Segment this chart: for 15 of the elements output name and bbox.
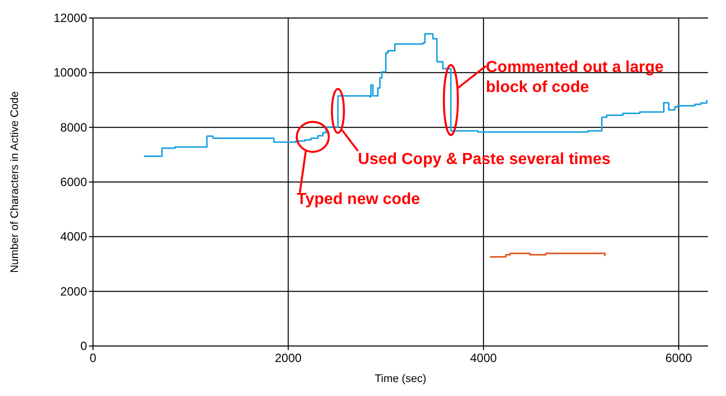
x-tick-label: 2000 — [274, 351, 302, 365]
x-tick-label: 0 — [90, 351, 97, 365]
y-tick-label: 12000 — [54, 11, 88, 25]
y-tick-label: 10000 — [54, 66, 88, 80]
y-tick-label: 0 — [80, 339, 88, 353]
x-tick-label: 6000 — [665, 351, 692, 365]
y-axis-title: Number of Characters in Active Code — [9, 91, 21, 273]
annotation: Typed new code — [296, 190, 420, 208]
y-tick-label: 8000 — [60, 120, 88, 134]
x-tick-label: 4000 — [470, 351, 498, 365]
y-tick-label: 2000 — [60, 284, 88, 298]
annotation: Commented out a large block of code — [486, 59, 664, 96]
x-axis-title: Time (sec) — [374, 373, 426, 385]
y-tick-label: 4000 — [60, 230, 88, 244]
y-tick-label: 6000 — [60, 175, 88, 189]
